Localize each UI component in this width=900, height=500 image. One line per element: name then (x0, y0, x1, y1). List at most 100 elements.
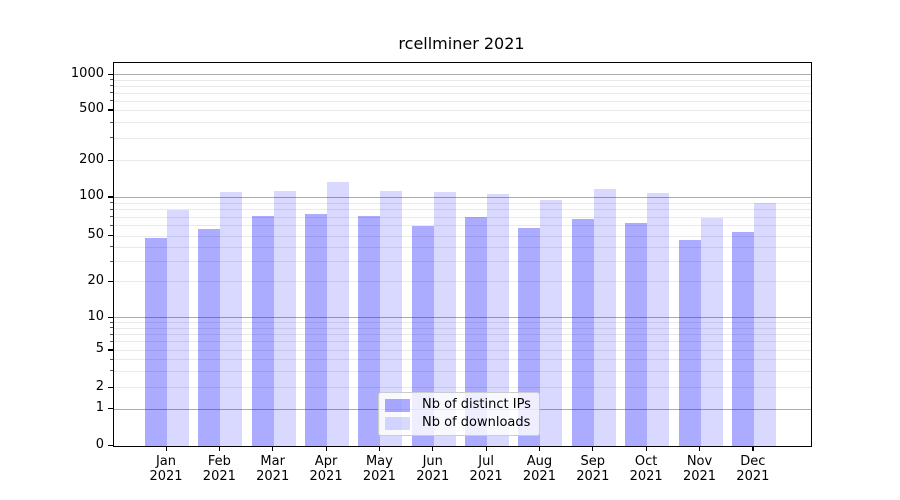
gridline-minor-20 (114, 281, 811, 283)
gridline-minor-60 (114, 225, 811, 227)
bar-downloads-aug-2021 (540, 200, 563, 446)
bar-ips-dec-2021 (731, 231, 754, 446)
bar-downloads-jan-2021 (167, 209, 189, 446)
bar-downloads-may-2021 (380, 190, 403, 446)
gridline-minor-500 (114, 109, 811, 111)
ytick-minor-mark-30 (110, 260, 113, 262)
xtick-mark-jul-2021 (485, 446, 487, 451)
ytick-mark-0 (108, 445, 113, 447)
ytick-label-5: 5 (95, 341, 104, 357)
legend-swatch-distinct-ips (385, 398, 410, 412)
xtick-mark-jun-2021 (432, 446, 434, 451)
xtick-label-mar-2021: Mar 2021 (256, 454, 290, 484)
gridline-minor-5 (114, 349, 811, 351)
bar-ips-sep-2021 (571, 218, 594, 446)
ytick-label-100: 100 (79, 188, 104, 204)
ytick-mark-2 (108, 386, 113, 388)
ytick-minor-mark-40 (110, 246, 113, 248)
legend-swatch-downloads (385, 416, 410, 430)
gridline-minor-70 (114, 216, 811, 218)
xtick-mark-apr-2021 (325, 446, 327, 451)
bar-ips-nov-2021 (678, 240, 701, 446)
gridline-minor-300 (114, 137, 811, 139)
ytick-label-50: 50 (87, 227, 104, 242)
gridline-minor-9 (114, 322, 811, 324)
ytick-minor-mark-700 (110, 92, 113, 94)
xtick-mark-feb-2021 (218, 446, 221, 451)
ytick-label-500: 500 (79, 101, 104, 117)
bar-ips-jul-2021 (465, 217, 488, 446)
gridline-major-1000 (114, 74, 811, 76)
bar-downloads-nov-2021 (700, 218, 723, 446)
xtick-label-nov-2021: Nov 2021 (682, 454, 717, 484)
legend-item-distinct-ips: Nb of distinct IPs (385, 398, 531, 412)
ytick-label-0: 0 (95, 437, 104, 452)
ytick-mark-500 (108, 109, 113, 111)
legend-label-downloads: Nb of downloads (422, 415, 531, 430)
gridline-minor-80 (114, 209, 811, 211)
bar-downloads-mar-2021 (273, 191, 296, 446)
xtick-label-jul-2021: Jul 2021 (469, 454, 503, 484)
gridline-minor-200 (114, 160, 811, 162)
gridline-minor-50 (114, 235, 811, 237)
ytick-minor-mark-600 (110, 100, 113, 102)
ytick-label-1000: 1000 (70, 65, 104, 81)
bar-ips-aug-2021 (518, 227, 541, 446)
gridline-minor-900 (114, 79, 811, 81)
ytick-mark-5 (108, 349, 113, 351)
xtick-mark-mar-2021 (272, 446, 274, 451)
gridline-minor-4 (114, 359, 811, 361)
bar-ips-mar-2021 (251, 215, 274, 446)
ytick-label-1: 1 (95, 400, 104, 416)
gridline-minor-2 (114, 387, 811, 389)
ytick-minor-mark-400 (110, 121, 113, 123)
xtick-label-oct-2021: Oct 2021 (629, 454, 663, 484)
ytick-mark-100 (108, 196, 113, 198)
gridline-major-100 (114, 196, 811, 198)
ytick-minor-mark-8 (110, 327, 113, 329)
legend: Nb of distinct IPs Nb of downloads (378, 392, 540, 436)
xtick-mark-sep-2021 (592, 446, 594, 451)
bar-ips-apr-2021 (305, 214, 328, 446)
xtick-mark-aug-2021 (538, 446, 541, 451)
gridline-minor-700 (114, 92, 811, 94)
bar-ips-jun-2021 (411, 225, 434, 446)
xtick-label-may-2021: May 2021 (362, 454, 396, 484)
ytick-minor-mark-800 (110, 85, 113, 87)
bar-downloads-apr-2021 (327, 181, 350, 446)
ytick-label-200: 200 (79, 151, 104, 167)
gridline-minor-6 (114, 341, 811, 343)
xtick-label-sep-2021: Sep 2021 (576, 454, 610, 484)
gridline-minor-400 (114, 122, 811, 124)
xtick-mark-dec-2021 (752, 446, 754, 451)
ytick-minor-mark-4 (110, 358, 113, 360)
ytick-mark-1 (108, 408, 113, 410)
bar-downloads-oct-2021 (647, 193, 670, 446)
ytick-minor-mark-9 (110, 321, 113, 323)
ytick-minor-mark-90 (110, 202, 113, 204)
xtick-mark-jan-2021 (165, 446, 167, 451)
legend-label-distinct-ips: Nb of distinct IPs (422, 397, 531, 412)
bar-downloads-sep-2021 (593, 189, 616, 446)
bar-ips-jan-2021 (145, 238, 167, 446)
ytick-minor-mark-6 (110, 340, 113, 342)
xtick-label-apr-2021: Apr 2021 (309, 454, 343, 484)
xtick-label-aug-2021: Aug 2021 (522, 454, 556, 484)
gridline-minor-600 (114, 100, 811, 102)
ytick-label-2: 2 (95, 378, 104, 394)
xtick-label-jan-2021: Jan 2021 (149, 454, 183, 484)
bar-downloads-feb-2021 (220, 192, 243, 446)
ytick-minor-mark-300 (110, 137, 113, 139)
gridline-minor-40 (114, 246, 811, 248)
ytick-minor-mark-3 (110, 370, 113, 372)
xtick-mark-oct-2021 (645, 446, 647, 451)
ytick-minor-mark-7 (110, 333, 113, 335)
bar-downloads-jul-2021 (487, 193, 510, 446)
gridline-minor-8 (114, 327, 811, 329)
ytick-minor-mark-80 (110, 208, 113, 210)
legend-item-downloads: Nb of downloads (385, 416, 531, 430)
xtick-label-feb-2021: Feb 2021 (202, 454, 236, 484)
ytick-mark-200 (108, 159, 113, 161)
gridline-major-10 (114, 317, 811, 319)
